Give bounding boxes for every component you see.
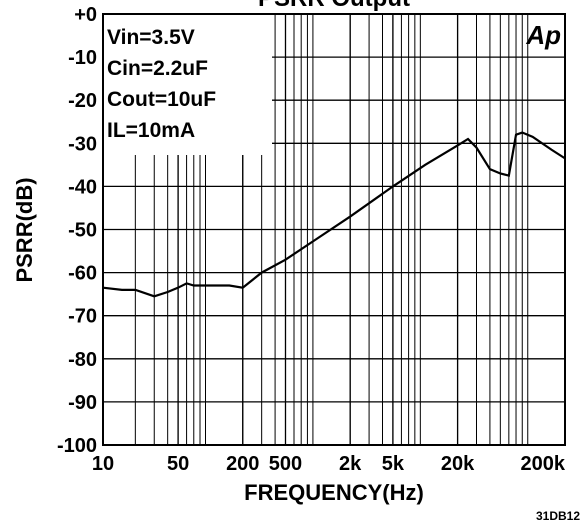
y-tick-label: -100 <box>57 435 97 457</box>
x-tick-label: 200 <box>226 453 259 475</box>
figure-id: 31DB12 <box>536 509 580 523</box>
y-tick-label: -60 <box>68 263 97 285</box>
y-tick-label: -80 <box>68 349 97 371</box>
y-tick-label: -10 <box>68 47 97 69</box>
annotation: Cin=2.2uF <box>107 57 208 80</box>
annotation: Vin=3.5V <box>107 26 195 49</box>
x-tick-label: 500 <box>269 453 302 475</box>
y-tick-label: -30 <box>68 133 97 155</box>
x-tick-label: 20k <box>441 453 475 475</box>
x-axis-label: FREQUENCY(Hz) <box>244 480 424 505</box>
x-tick-label: 2k <box>339 453 362 475</box>
y-tick-label: +0 <box>74 4 97 26</box>
logo: Ap <box>525 20 561 50</box>
y-axis-label: PSRR(dB) <box>12 177 37 282</box>
x-tick-label: 200k <box>521 453 566 475</box>
y-tick-label: -90 <box>68 392 97 414</box>
chart-title: PSRR Output <box>258 0 410 12</box>
annotation: Cout=10uF <box>107 88 216 111</box>
y-tick-label: -20 <box>68 90 97 112</box>
data-line <box>102 131 566 298</box>
x-tick-label: 10 <box>92 453 114 475</box>
y-tick-label: -40 <box>68 176 97 198</box>
x-tick-label: 50 <box>167 453 189 475</box>
annotation: IL=10mA <box>107 119 195 142</box>
x-tick-label: 5k <box>382 453 405 475</box>
legend-box <box>104 15 272 155</box>
y-tick-label: -70 <box>68 306 97 328</box>
y-tick-label: -50 <box>68 220 97 242</box>
